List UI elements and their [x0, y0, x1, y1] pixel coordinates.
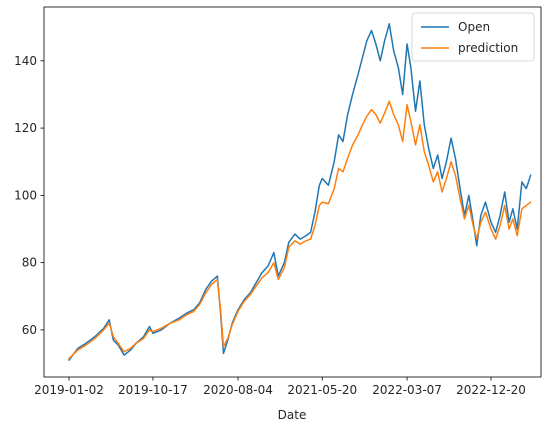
legend-box	[411, 12, 535, 62]
y-tick-label: 80	[22, 256, 37, 270]
legend: Open prediction	[411, 12, 535, 62]
x-tick-label: 2021-05-20	[287, 383, 357, 397]
x-tick-label: 2022-03-07	[372, 383, 442, 397]
legend-label-open: Open	[458, 20, 490, 34]
x-tick-label: 2019-01-02	[34, 383, 104, 397]
y-tick-label: 100	[14, 188, 37, 202]
y-axis: 60 80 100 120 140	[14, 54, 44, 337]
y-tick-label: 120	[14, 121, 37, 135]
x-tick-label: 2020-08-04	[203, 383, 273, 397]
legend-label-prediction: prediction	[458, 41, 518, 55]
series-line-prediction	[68, 100, 532, 360]
x-tick-label: 2019-10-17	[118, 383, 188, 397]
y-tick-label: 140	[14, 54, 37, 68]
x-axis-label: Date	[278, 408, 307, 422]
x-axis: 2019-01-02 2019-10-17 2020-08-04 2021-05-20…	[34, 377, 526, 397]
x-tick-label: 2022-12-20	[456, 383, 526, 397]
plot-lines	[68, 23, 532, 361]
plot-frame	[43, 6, 542, 378]
y-tick-label: 60	[22, 323, 37, 337]
